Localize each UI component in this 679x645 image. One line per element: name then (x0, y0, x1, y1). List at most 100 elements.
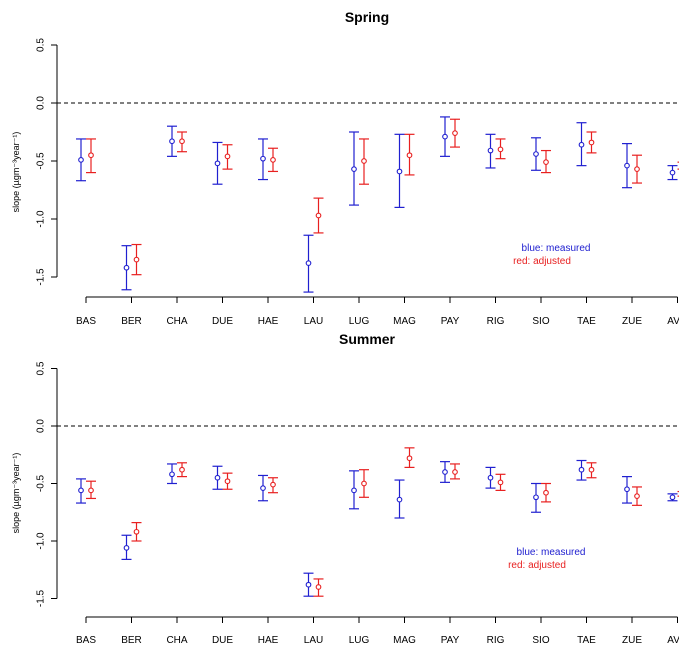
measured-point (214, 474, 221, 481)
adjusted-point (634, 493, 640, 500)
measured-errorbar (576, 122, 587, 167)
x-tick-label: BAS (76, 316, 96, 327)
adjusted-errorbar (131, 521, 142, 542)
measured-point (123, 264, 130, 271)
adjusted-point (315, 584, 322, 590)
y-tick-label: 0.5 (36, 38, 47, 52)
y-axis-label-spring: slope (µgm⁻³year⁻¹) (11, 132, 21, 213)
x-tick-label: CHA (166, 316, 187, 327)
measured-point (169, 138, 175, 145)
panel-spring: Spring slope (µgm⁻³year⁻¹) 0.5 0.0 -0.5 -1.… (11, 9, 679, 327)
y-tick-label: -0.5 (36, 474, 47, 492)
y-axis-label-summer: slope (µgm⁻³year⁻¹) (11, 453, 21, 534)
adjusted-errorbar (586, 462, 597, 479)
measured-point (578, 466, 585, 473)
measured-point (487, 147, 494, 154)
x-tick-label: RIG (487, 635, 505, 645)
adjusted-point (588, 466, 595, 473)
measured-point (533, 494, 539, 501)
measured-point (624, 486, 630, 493)
measured-point (260, 155, 266, 162)
measured-point (533, 151, 539, 157)
x-tick-label: SIO (532, 316, 549, 327)
legend-adjusted-spring: red: adjusted (513, 256, 571, 267)
adjusted-errorbar (586, 131, 597, 154)
legend-measured-summer: blue: measured (517, 547, 586, 558)
measured-errorbar (667, 165, 678, 181)
measured-errorbar (531, 482, 541, 513)
measured-errorbar (167, 463, 177, 485)
measured-point (396, 496, 403, 503)
adjusted-errorbar (404, 447, 415, 468)
x-tick-label: CHA (166, 635, 187, 645)
adjusted-errorbar (359, 138, 369, 185)
adjusted-point (452, 469, 458, 475)
x-tick-label: TAE (577, 316, 596, 327)
adjusted-point (543, 159, 549, 166)
x-tick-label: LAU (304, 316, 323, 327)
measured-errorbar (394, 479, 405, 519)
x-tick-label: BER (121, 635, 142, 645)
adjusted-point (224, 153, 231, 160)
measured-errorbar (121, 534, 132, 561)
x-tick-label: DUE (212, 316, 233, 327)
measured-point (396, 168, 403, 175)
measured-point (351, 166, 357, 172)
adjusted-point (179, 138, 185, 145)
adjusted-errorbar (632, 486, 642, 506)
adjusted-point (224, 478, 231, 485)
measured-point (123, 545, 130, 551)
x-tick-label: PAY (441, 635, 460, 645)
measured-point (442, 133, 448, 140)
measured-errorbar (303, 234, 314, 293)
adjusted-errorbar (404, 133, 415, 176)
adjusted-errorbar (495, 473, 506, 491)
x-tick-label: HAE (258, 635, 279, 645)
adjusted-point (543, 489, 549, 496)
measured-point (169, 471, 175, 478)
adjusted-errorbar (222, 472, 233, 490)
measured-point (78, 156, 84, 163)
measured-errorbar (485, 133, 496, 169)
measured-point (442, 469, 448, 475)
adjusted-point (270, 481, 276, 488)
x-tick-label: BER (121, 316, 142, 327)
adjusted-point (452, 130, 458, 137)
measured-errorbar (76, 138, 86, 182)
x-tick-label: LUG (349, 635, 370, 645)
adjusted-point (406, 152, 413, 159)
adjusted-point (133, 528, 140, 535)
y-tick-label: 0.0 (36, 96, 47, 110)
x-tick-label: TAE (577, 635, 596, 645)
adjusted-errorbar (541, 482, 551, 503)
adjusted-errorbar (541, 149, 551, 174)
adjusted-point (270, 156, 276, 163)
x-tick-label: MAG (393, 635, 416, 645)
measured-errorbar (622, 476, 632, 504)
measured-point (669, 494, 676, 501)
x-tick-label: AVG (667, 635, 679, 645)
adjusted-errorbar (268, 477, 278, 494)
adjusted-errorbar (177, 131, 187, 153)
adjusted-point (497, 479, 504, 486)
measured-point (305, 260, 312, 266)
adjusted-errorbar (86, 480, 96, 500)
y-tick-label: -1.5 (36, 268, 47, 286)
x-tick-label: ZUE (622, 316, 642, 327)
measured-errorbar (440, 116, 450, 157)
x-tick-label: LAU (304, 635, 323, 645)
measured-point (305, 581, 312, 588)
measured-errorbar (349, 131, 359, 206)
adjusted-errorbar (313, 197, 324, 234)
plot-area-summer: 0.5 0.0 -0.5 -1.0 -1.5 BAS BER CHA DUE HAE LAU LUG M… (36, 361, 679, 645)
x-tick-label: BAS (76, 635, 96, 645)
adjusted-point (133, 256, 140, 263)
adjusted-point (634, 166, 640, 172)
adjusted-point (406, 455, 413, 462)
y-tick-label: -1.5 (36, 589, 47, 607)
measured-point (78, 487, 84, 494)
legend-adjusted-summer: red: adjusted (508, 560, 566, 571)
measured-errorbar (440, 461, 450, 483)
y-tick-label: -1.0 (36, 210, 47, 228)
